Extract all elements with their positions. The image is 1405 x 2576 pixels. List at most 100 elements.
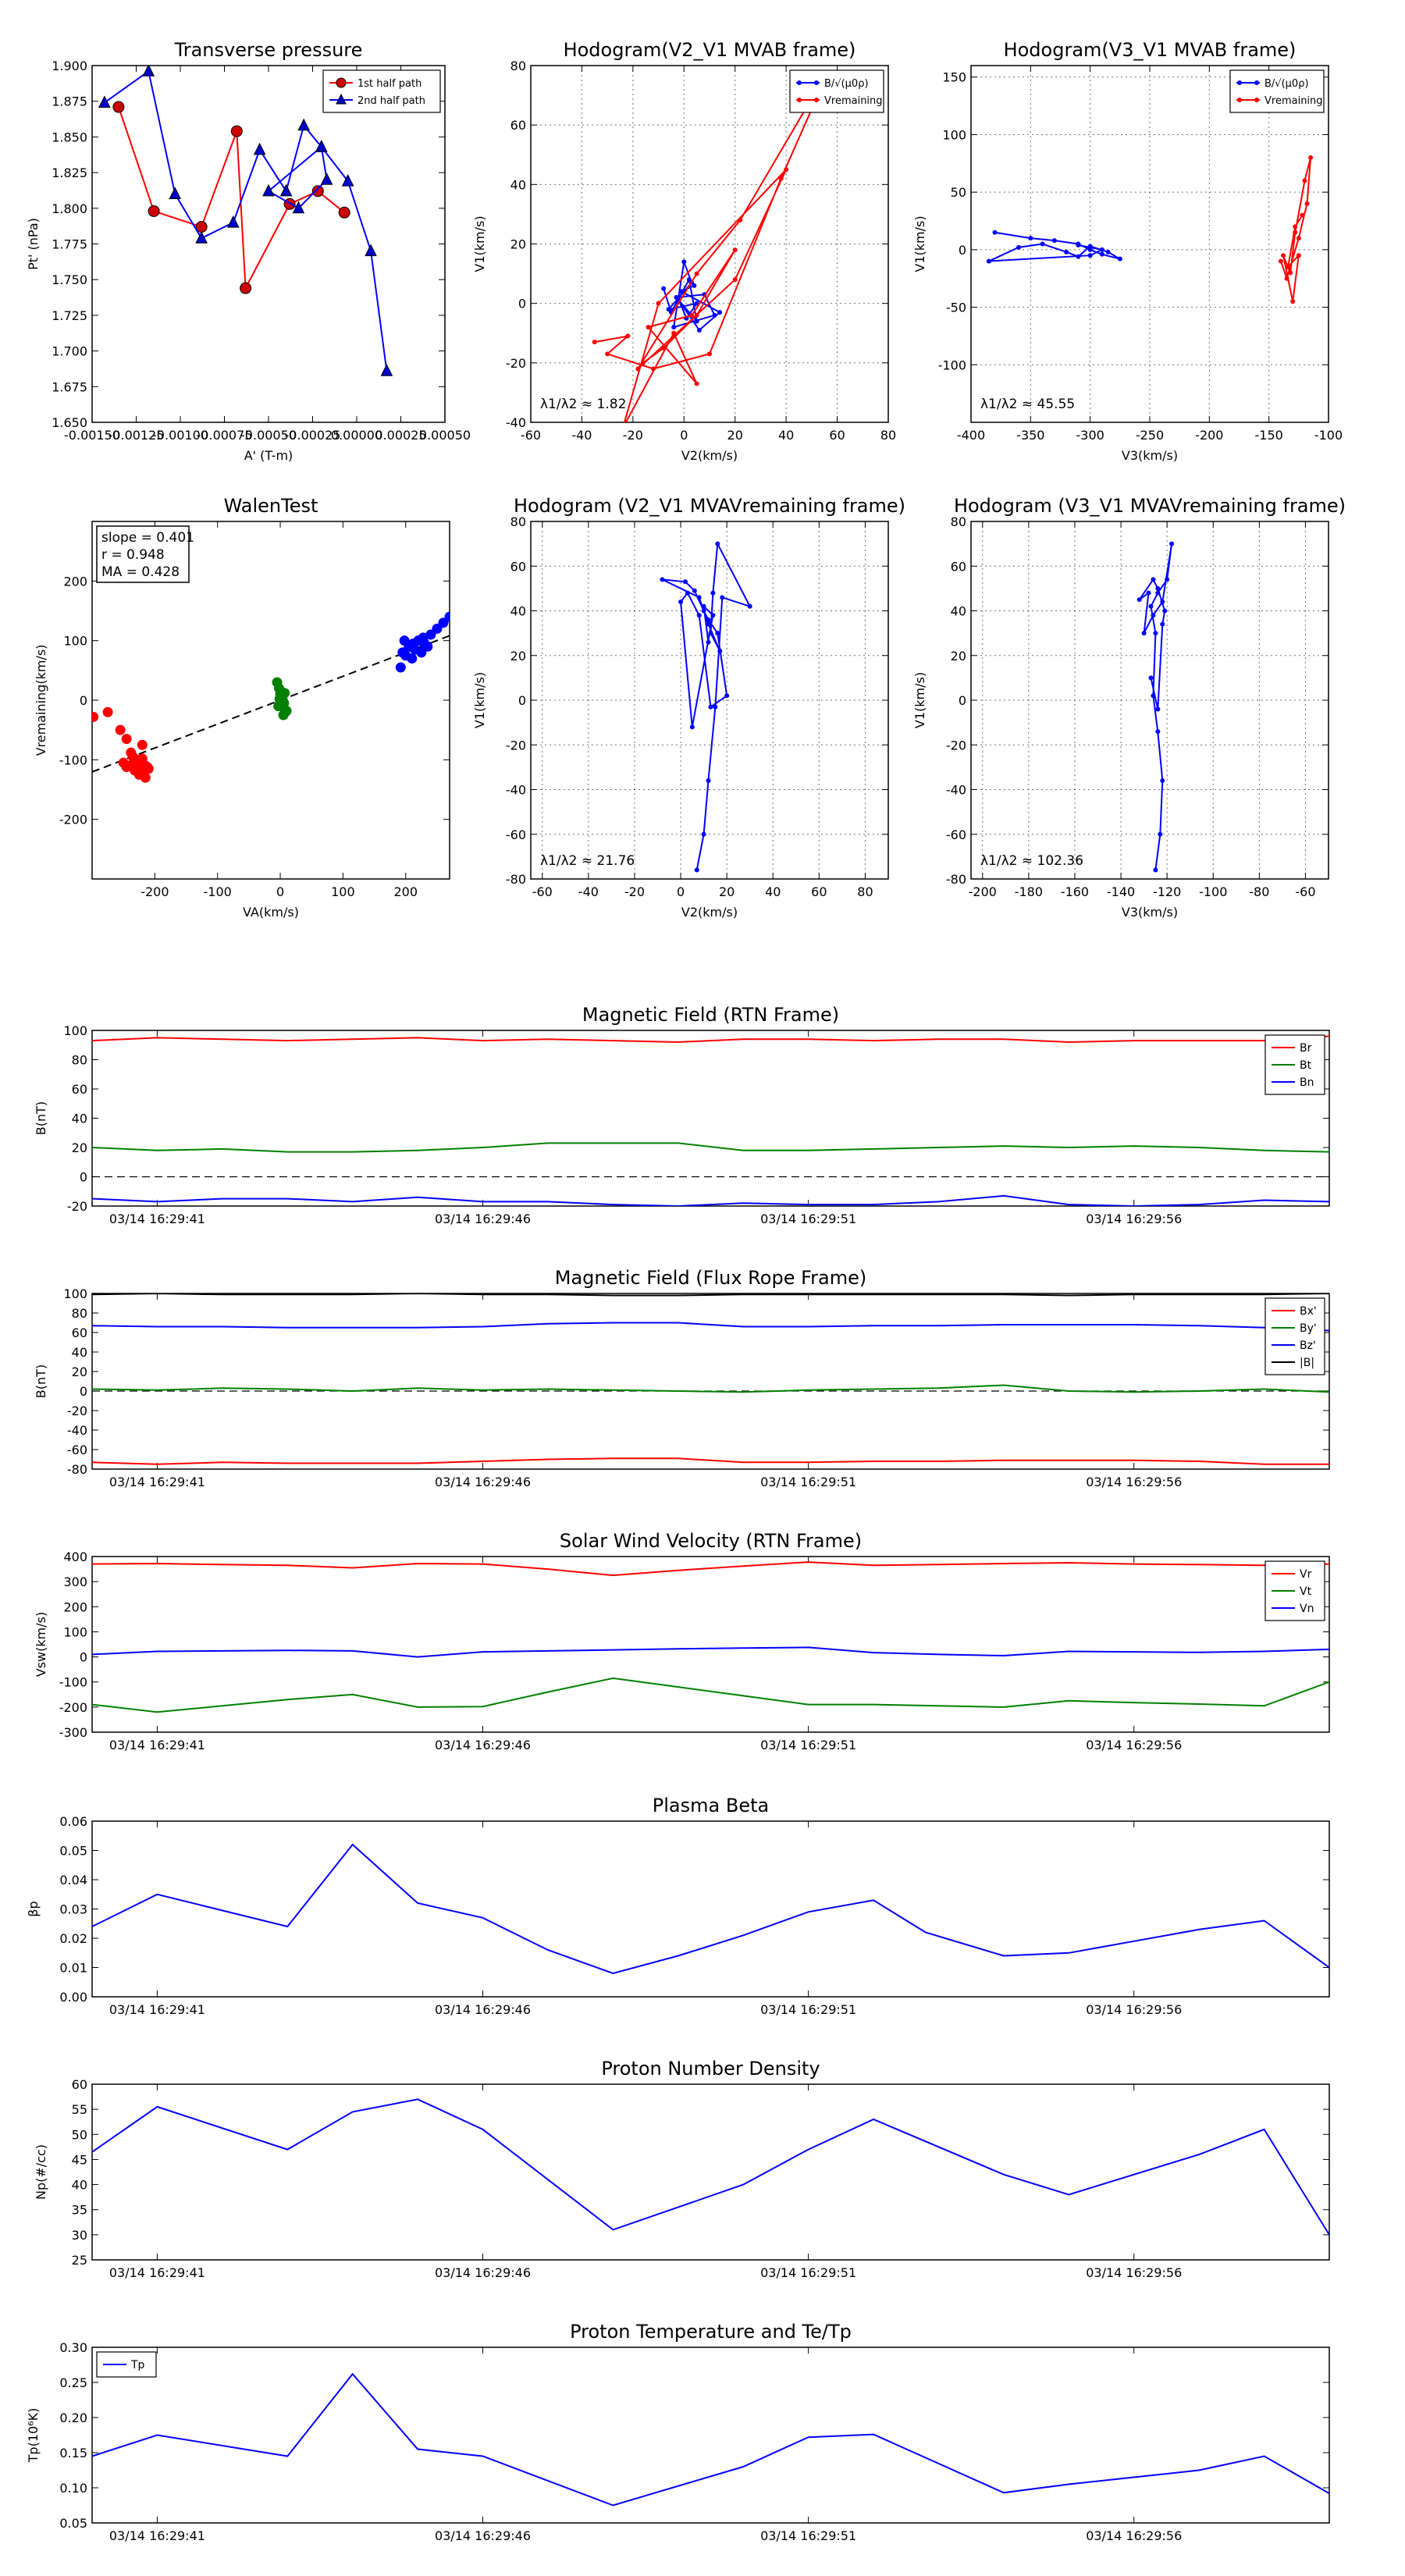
data-point bbox=[1155, 706, 1161, 712]
y-tick-label: -100 bbox=[59, 1675, 87, 1690]
y-tick-label: 60 bbox=[72, 1325, 87, 1340]
y-tick-label: 100 bbox=[63, 1023, 87, 1038]
legend-label: Br bbox=[1300, 1042, 1312, 1055]
x-tick-label: 0.00050 bbox=[419, 428, 471, 443]
data-point bbox=[315, 140, 328, 152]
data-point bbox=[656, 301, 661, 306]
x-tick-label: 03/14 16:29:41 bbox=[109, 2528, 205, 2543]
data-point bbox=[689, 312, 695, 318]
x-tick-label: -200 bbox=[969, 884, 997, 899]
chart-title: Solar Wind Velocity (RTN Frame) bbox=[560, 1530, 862, 1552]
x-tick-label: -40 bbox=[571, 428, 592, 443]
data-point bbox=[281, 706, 292, 717]
series-2nd-half-path-line bbox=[104, 69, 388, 372]
chart-magnetic-field-flux-rope: 03/14 16:29:41 03/14 16:29:46 03/14 16:29:… bbox=[34, 1267, 1330, 1489]
y-tick-label: -20 bbox=[506, 738, 526, 753]
y-tick-label: 0.10 bbox=[59, 2481, 87, 2496]
x-tick-label: 03/14 16:29:51 bbox=[760, 1475, 856, 1489]
series-blue-line bbox=[661, 541, 752, 870]
legend-label: Vremaining bbox=[824, 95, 883, 107]
x-tick-label: -100 bbox=[1314, 428, 1343, 443]
series-vremaining-line bbox=[594, 80, 826, 422]
series-br-line bbox=[92, 1035, 1329, 1044]
legend-marker bbox=[1254, 80, 1259, 85]
y-tick-label: 0.03 bbox=[59, 1902, 87, 1917]
x-tick-label: -20 bbox=[623, 428, 643, 443]
chart-title: Plasma Beta bbox=[653, 1795, 769, 1816]
x-axis-label: V3(km/s) bbox=[1122, 448, 1178, 463]
data-point bbox=[1087, 253, 1093, 258]
data-point bbox=[92, 711, 99, 722]
y-tick-label: 80 bbox=[951, 514, 966, 529]
data-point bbox=[432, 623, 443, 634]
data-point bbox=[195, 231, 208, 244]
data-point bbox=[747, 603, 752, 609]
chart-title: Hodogram (V2_V1 MVAVremaining frame) bbox=[514, 495, 905, 517]
data-point bbox=[661, 345, 667, 350]
plot-frame bbox=[91, 1293, 1330, 1470]
data-point bbox=[706, 621, 711, 627]
data-point bbox=[640, 360, 646, 365]
plot-frame bbox=[530, 65, 889, 423]
data-point bbox=[732, 247, 738, 253]
legend-label: Vr bbox=[1300, 1568, 1312, 1581]
y-tick-label: 150 bbox=[942, 70, 966, 85]
x-tick-label: -140 bbox=[1107, 884, 1135, 899]
y-axis-label: Np(#/cc) bbox=[34, 2144, 48, 2200]
plot-frame bbox=[530, 521, 889, 880]
data-point bbox=[784, 167, 789, 173]
data-point bbox=[1146, 590, 1151, 596]
y-axis-label: B(nT) bbox=[34, 1101, 48, 1135]
data-point bbox=[1099, 247, 1104, 252]
data-point bbox=[1160, 600, 1165, 605]
data-point bbox=[1284, 276, 1289, 281]
y-tick-label: 0 bbox=[518, 693, 526, 708]
y-tick-label: 1.825 bbox=[52, 165, 87, 180]
y-tick-label: -60 bbox=[946, 827, 966, 842]
data-point bbox=[143, 763, 154, 774]
x-tick-label: -300 bbox=[1076, 428, 1104, 443]
legend-label: Bt bbox=[1300, 1059, 1312, 1072]
data-point bbox=[262, 183, 275, 197]
x-tick-label: -250 bbox=[1136, 428, 1164, 443]
data-point bbox=[708, 704, 713, 710]
y-tick-label: -200 bbox=[59, 813, 87, 827]
data-point bbox=[148, 205, 160, 217]
plot-area bbox=[92, 1843, 1329, 1975]
x-axis-label: V3(km/s) bbox=[1122, 905, 1178, 920]
data-point bbox=[1278, 258, 1283, 264]
x-tick-label: -60 bbox=[1295, 884, 1315, 899]
data-point bbox=[681, 259, 687, 265]
legend-marker bbox=[797, 80, 802, 85]
y-tick-label: -20 bbox=[506, 356, 526, 371]
y-tick-label: 40 bbox=[510, 604, 526, 619]
legend-box bbox=[1229, 69, 1325, 113]
x-tick-label: 03/14 16:29:56 bbox=[1086, 1212, 1182, 1226]
x-tick-label: 03/14 16:29:46 bbox=[435, 2528, 531, 2543]
y-tick-label: 0 bbox=[80, 1384, 87, 1399]
y-tick-label: -100 bbox=[938, 358, 966, 372]
legend-label: 2nd half path bbox=[357, 95, 425, 107]
data-point bbox=[660, 577, 665, 582]
data-point bbox=[635, 366, 641, 372]
chart-title: Hodogram (V3_V1 MVAVremaining frame) bbox=[954, 495, 1346, 517]
plot-area bbox=[986, 155, 1314, 304]
series-bt-line bbox=[92, 1142, 1329, 1153]
series-b-0--line bbox=[988, 231, 1121, 262]
fit-line bbox=[92, 635, 450, 773]
legend-marker bbox=[1237, 80, 1242, 85]
data-point bbox=[98, 95, 111, 109]
y-tick-label: 100 bbox=[942, 127, 966, 142]
data-point bbox=[694, 318, 699, 324]
x-tick-label: -180 bbox=[1015, 884, 1043, 899]
data-point bbox=[1155, 590, 1161, 596]
x-tick-label: 20 bbox=[727, 428, 743, 443]
data-point bbox=[778, 176, 784, 181]
legend-label: Vn bbox=[1300, 1603, 1314, 1615]
y-tick-label: -20 bbox=[67, 1199, 87, 1214]
y-tick-label: 1.875 bbox=[52, 94, 87, 109]
x-tick-label: 03/14 16:29:56 bbox=[1086, 2002, 1182, 2017]
x-tick-label: -150 bbox=[1255, 428, 1283, 443]
x-tick-label: -0.00025 bbox=[285, 428, 341, 443]
plot-area bbox=[1136, 541, 1175, 873]
